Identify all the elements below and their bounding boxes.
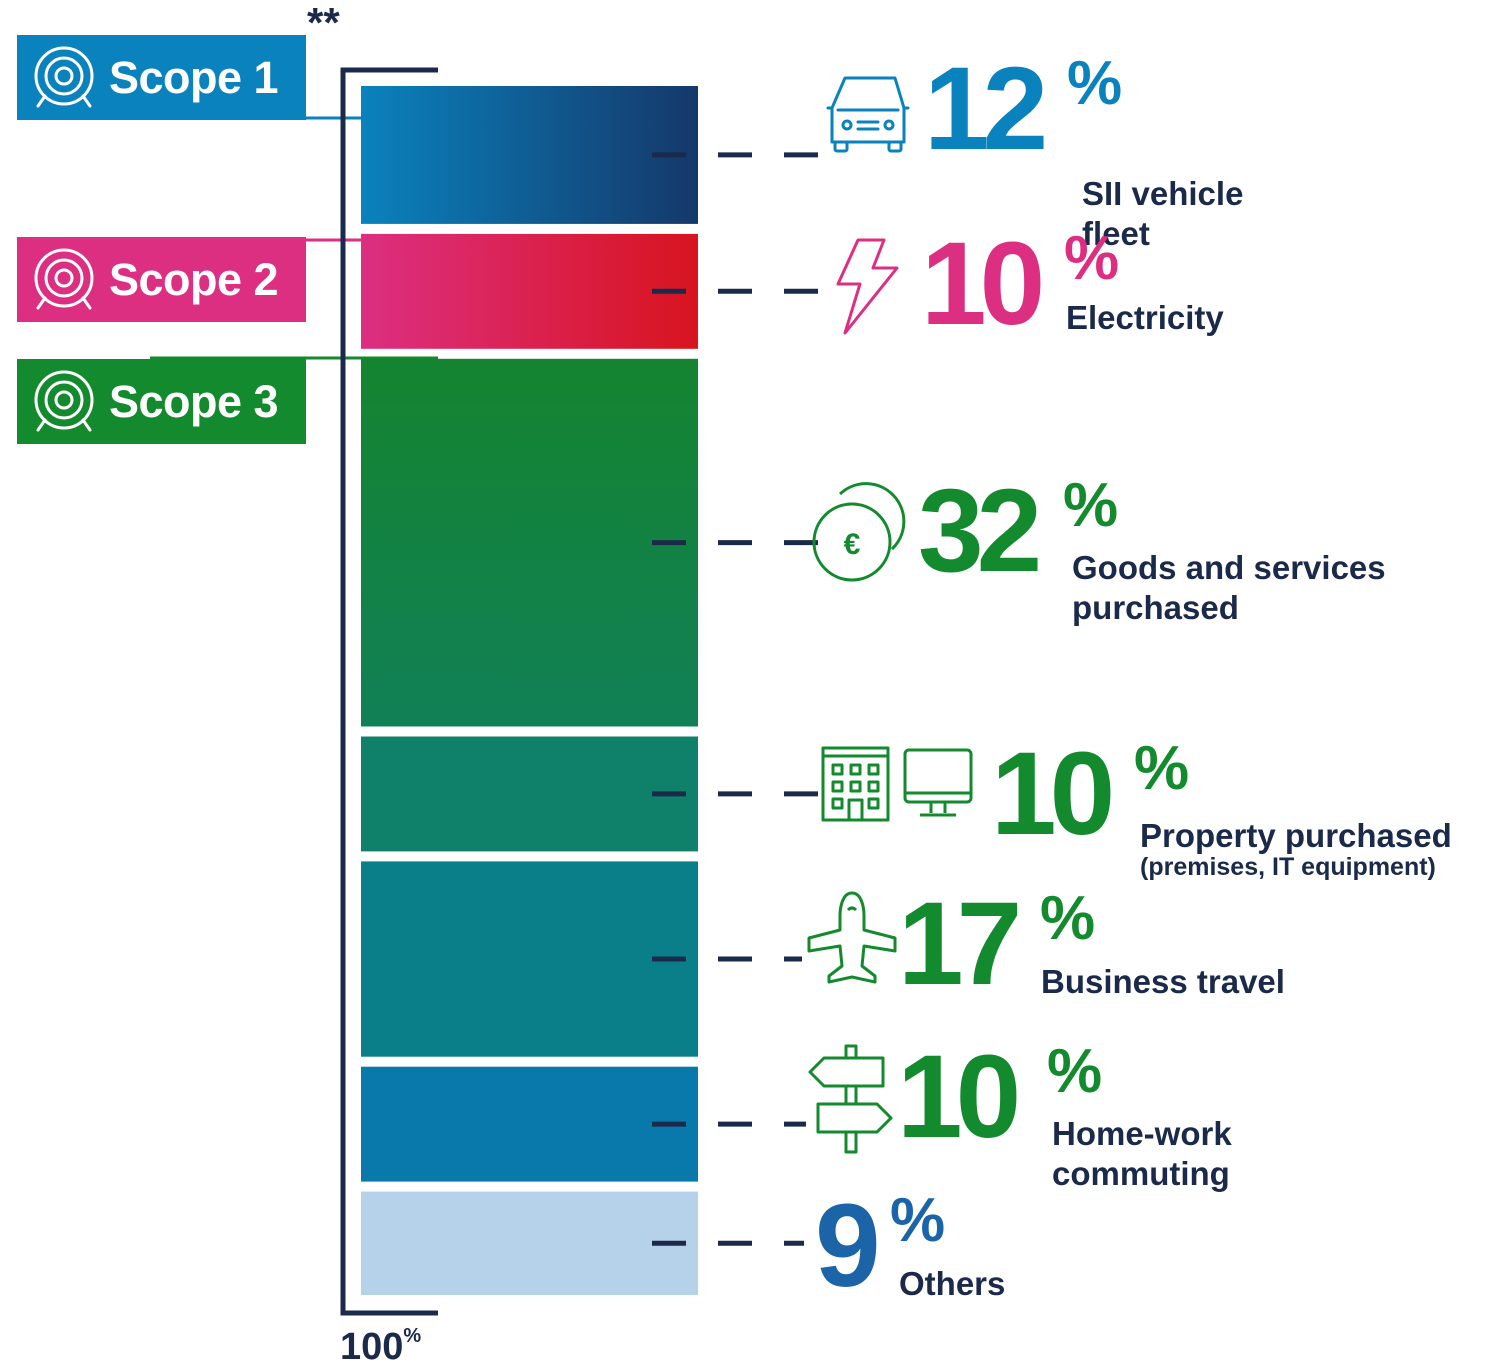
percent-sign: % <box>1134 734 1190 803</box>
segment-value: 10 <box>921 218 1045 350</box>
percent-sign: % <box>1047 1037 1103 1106</box>
scope-1-label: Scope 1 <box>109 51 279 103</box>
signpost-icon <box>808 1044 893 1154</box>
segment-label: Property purchased <box>1140 817 1452 854</box>
segment-label: Business travel <box>1041 963 1285 1000</box>
car-icon <box>826 76 910 153</box>
svg-text:€: € <box>844 528 861 561</box>
bar-segment-others <box>361 1191 698 1295</box>
segment-value: 12 <box>924 43 1048 175</box>
target-icon <box>34 370 94 431</box>
segment-label: Electricity <box>1066 299 1224 336</box>
total-value: 100 <box>340 1326 404 1368</box>
bar-segment-property <box>361 736 698 852</box>
scope-3-label: Scope 3 <box>109 375 279 427</box>
percent-sign: % <box>1064 224 1120 293</box>
segment-label: Others <box>899 1265 1006 1302</box>
lightning-icon <box>836 238 899 335</box>
scope-2-label: Scope 2 <box>109 253 279 305</box>
euro-coins-icon: € <box>812 482 906 582</box>
percent-sign: % <box>1067 49 1123 118</box>
segment-value: 9 <box>815 1180 881 1312</box>
percent-sign: % <box>1063 471 1119 540</box>
building-and-monitor-icon <box>821 746 973 822</box>
footnote-marker: ** <box>307 0 340 46</box>
segment-value: 10 <box>897 1031 1021 1163</box>
segment-label: SII vehicle fleet <box>1082 175 1244 252</box>
target-icon <box>34 248 94 309</box>
segment-value: 17 <box>898 878 1022 1010</box>
scope-2-tag: Scope 2 <box>17 237 306 322</box>
segment-sublabel: (premises, IT equipment) <box>1140 853 1436 881</box>
percent-sign: % <box>890 1186 946 1255</box>
bar-segment-electricity <box>361 233 698 349</box>
segment-value: 32 <box>918 465 1042 597</box>
bar-segment-goods <box>361 358 698 727</box>
bar-segment-travel <box>361 861 698 1057</box>
total-label: 100% <box>340 1325 422 1368</box>
bar-segment-fleet <box>361 86 698 224</box>
percent-sign: % <box>1040 884 1096 953</box>
scope-1-tag: Scope 1 <box>17 35 306 120</box>
segment-label: Home-work commuting <box>1052 1115 1232 1192</box>
segment-label: Goods and services purchased <box>1072 549 1386 626</box>
bar-segment-commuting <box>361 1066 698 1182</box>
target-icon <box>34 46 94 107</box>
total-unit: % <box>403 1325 422 1347</box>
scope-3-tag: Scope 3 <box>17 359 306 444</box>
segment-value: 10 <box>991 728 1115 860</box>
total-bracket <box>340 67 438 1316</box>
airplane-icon <box>807 891 897 984</box>
